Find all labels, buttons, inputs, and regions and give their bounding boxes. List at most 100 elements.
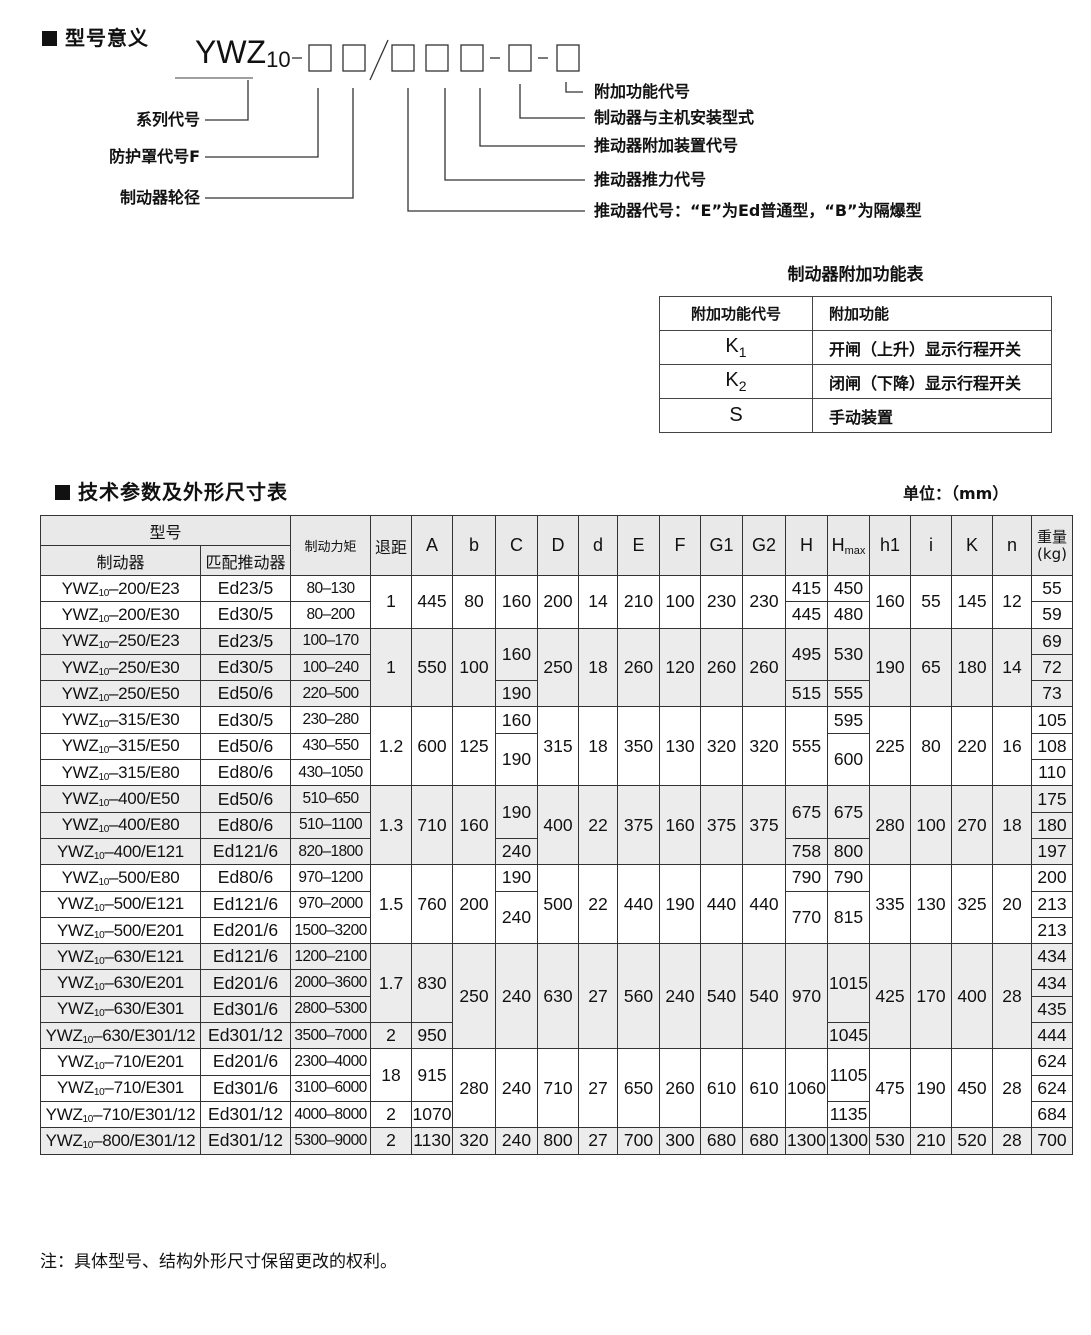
model-part: 10 — [93, 982, 105, 994]
model-part: 10 — [93, 1008, 105, 1020]
function-table-title: 制动器附加功能表 — [787, 265, 924, 285]
hmax-sub: max — [844, 544, 866, 557]
actuator-cell: Ed30/5 — [199, 653, 292, 682]
torque-cell: 2000–3600 — [290, 969, 372, 997]
value-cell: 600 — [827, 732, 871, 787]
model-part: –400/E80 — [109, 815, 180, 835]
value-cell: 1130 — [411, 1127, 454, 1155]
value-cell: 180 — [1031, 811, 1074, 839]
actuator-cell: Ed50/6 — [199, 785, 292, 813]
value-cell: 1135 — [827, 1100, 871, 1129]
model-part: 10 — [98, 745, 109, 757]
value-cell: 624 — [1031, 1074, 1074, 1102]
value-cell: 260 — [659, 1048, 702, 1129]
value-cell: 55 — [910, 575, 953, 629]
value-cell: 415 — [785, 574, 829, 603]
model-cell: YWZ10–710/E201 — [40, 1048, 201, 1076]
value-cell: 80 — [910, 706, 953, 787]
model-part: 10 — [98, 640, 109, 652]
model-part: 10 — [98, 876, 109, 888]
value-cell: 440 — [617, 864, 661, 945]
actuator-cell: Ed30/5 — [199, 601, 292, 629]
value-cell: 160 — [495, 575, 539, 629]
label-wheel-diameter: 制动器轮径 — [119, 188, 200, 207]
value-cell: 530 — [869, 1127, 912, 1155]
actuator-cell: Ed301/12 — [199, 1100, 292, 1129]
model-part: YWZ — [57, 973, 94, 993]
actuator-cell: Ed121/6 — [199, 943, 292, 971]
torque-cell: 80–130 — [290, 574, 372, 603]
function-row: K2 闭闸（下降）显示行程开关 — [659, 364, 1052, 399]
table-row: YWZ10–500/E80 Ed80/6 970–1200 1.5 760 200 190 5… — [40, 864, 1074, 945]
model-meaning-title: 型号意义 — [42, 22, 149, 51]
model-part: YWZ — [57, 894, 94, 914]
value-cell: 190 — [495, 864, 539, 892]
model-part: 10 — [98, 824, 109, 836]
actuator-cell: Ed23/5 — [199, 627, 292, 655]
value-cell: 260 — [617, 627, 661, 708]
model-part: YWZ — [57, 946, 94, 966]
model-part: YWZ — [45, 1025, 83, 1045]
model-part: –400/E50 — [109, 789, 180, 809]
model-part: YWZ — [61, 657, 99, 677]
value-cell: 700 — [1031, 1127, 1074, 1155]
model-code: YWZ10 — [195, 34, 291, 73]
value-cell: 555 — [785, 706, 829, 787]
actuator-cell: Ed50/6 — [199, 732, 292, 761]
function-row: K1 开闸（上升）显示行程开关 — [659, 330, 1052, 365]
model-cell: YWZ10–200/E23 — [40, 574, 201, 603]
square-bullet-icon — [55, 485, 70, 500]
header-C: C — [495, 515, 539, 576]
model-part: 10 — [98, 666, 109, 678]
value-cell: 500 — [537, 864, 580, 945]
model-part: 10 — [93, 955, 105, 967]
footnote: 注：具体型号、结构外形尺寸保留更改的权利。 — [40, 1252, 397, 1272]
function-table: 附加功能代号 附加功能 K1 开闸（上升）显示行程开关 K2 闭闸（下降）显示行… — [659, 296, 1052, 433]
code-box-4 — [425, 44, 449, 72]
model-cell: YWZ10–200/E30 — [40, 601, 201, 629]
value-cell: 710 — [537, 1048, 580, 1129]
actuator-cell: Ed80/6 — [199, 759, 292, 787]
value-cell: 175 — [1031, 785, 1074, 813]
model-part: –800/E301/12 — [93, 1130, 196, 1150]
weight-line2: (kg) — [1037, 544, 1067, 563]
model-part: YWZ — [61, 762, 99, 782]
table-row: YWZ10–400/E121 Ed121/6 820–1800 240 758 800 19… — [40, 837, 1074, 866]
model-part: 10 — [98, 613, 109, 625]
value-cell: 530 — [827, 627, 871, 682]
value-cell: 495 — [785, 627, 829, 682]
spec-table: 型号 制动力矩 退距 A b C D d E F G1 G2 H Hmax h1… — [39, 515, 1074, 1155]
model-part: YWZ — [57, 1051, 94, 1071]
value-cell: 680 — [742, 1127, 787, 1155]
header-h1: h1 — [869, 515, 912, 576]
header-function: 附加功能 — [812, 296, 1052, 331]
value-cell: 1300 — [827, 1127, 871, 1155]
actuator-cell: Ed301/12 — [199, 1022, 292, 1050]
model-part: 10 — [93, 929, 105, 941]
torque-cell: 3500–7000 — [290, 1022, 372, 1050]
function-code: K2 — [659, 364, 813, 399]
actuator-cell: Ed301/6 — [199, 1074, 292, 1102]
header-G2: G2 — [742, 515, 787, 576]
value-cell: 190 — [910, 1048, 953, 1129]
actuator-cell: Ed80/6 — [199, 811, 292, 839]
table-row: YWZ10–250/E23 Ed23/5 100–170 1 550 100 160 250 1… — [40, 627, 1074, 708]
code-sub: 2 — [738, 378, 747, 394]
function-desc: 闭闸（下降）显示行程开关 — [812, 364, 1052, 399]
model-cell: YWZ10–315/E50 — [40, 732, 201, 761]
actuator-cell: Ed201/6 — [199, 916, 292, 945]
value-cell: 700 — [617, 1127, 661, 1155]
function-code: K1 — [659, 330, 813, 365]
value-cell: 915 — [411, 1048, 454, 1102]
value-cell: 240 — [495, 837, 539, 866]
value-cell: 20 — [992, 864, 1033, 945]
value-cell: 425 — [869, 943, 912, 1050]
value-cell: 950 — [411, 1022, 454, 1050]
value-cell: 28 — [992, 1127, 1033, 1155]
value-cell: 240 — [495, 890, 539, 945]
value-cell: 18 — [578, 627, 619, 708]
value-cell: 375 — [742, 785, 787, 866]
torque-cell: 230–280 — [290, 706, 372, 734]
table-row: YWZ10–500/E121 Ed121/6 970–2000 240 770 815 21… — [40, 890, 1074, 945]
value-cell: 1070 — [411, 1100, 454, 1129]
